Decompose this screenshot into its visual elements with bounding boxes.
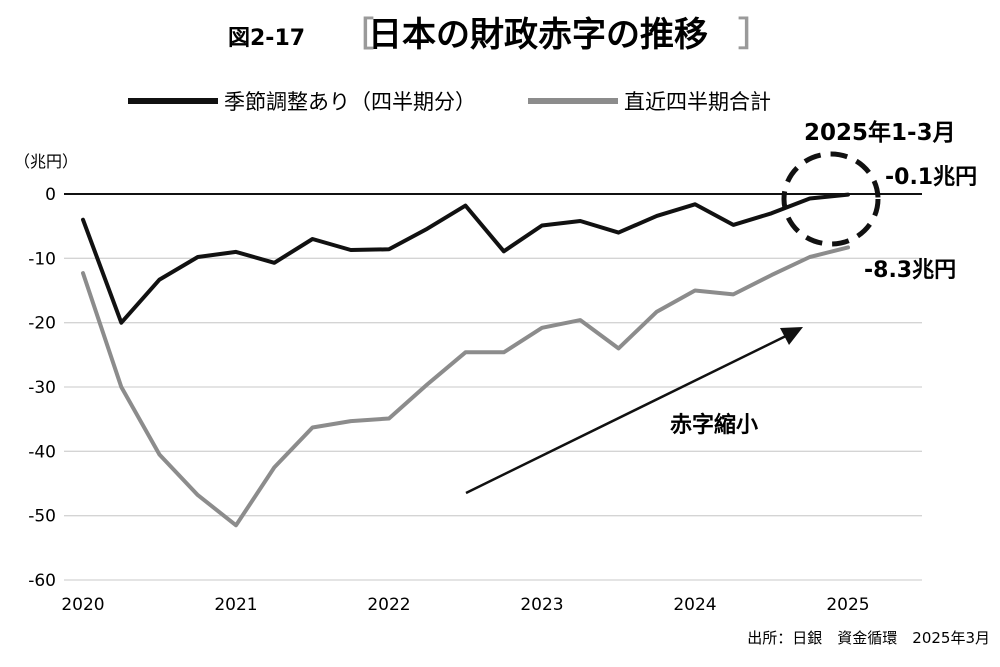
- series-group: [81, 192, 850, 528]
- y-tick-label: -30: [28, 378, 56, 398]
- annotation-period: 2025年1-3月: [804, 119, 956, 146]
- x-tick-label: 2023: [520, 595, 563, 615]
- y-tick-label: -10: [28, 249, 56, 269]
- legend-label-quarter-total: 直近四半期合計: [624, 90, 771, 114]
- y-tick-label: -40: [28, 442, 56, 462]
- series-line-seasonal: [81, 192, 850, 325]
- legend-label-seasonal: 季節調整あり（四半期分）: [224, 90, 476, 114]
- y-tick-label: -20: [28, 314, 56, 334]
- annotation-trend: 赤字縮小: [670, 412, 758, 438]
- x-tick-label: 2024: [673, 595, 716, 615]
- chart-title: 日本の財政赤字の推移: [368, 15, 708, 55]
- figure-number: 図2-17: [228, 26, 305, 51]
- source-note: 出所：日銀 資金循環 2025年3月: [747, 629, 990, 647]
- legend: 季節調整あり（四半期分） 直近四半期合計: [128, 90, 771, 114]
- annotation-last-gray: -8.3兆円: [864, 258, 956, 283]
- y-tick-label: -50: [28, 507, 56, 527]
- trend-arrow-line: [465, 332, 791, 495]
- series-line-quarter-total: [81, 245, 850, 528]
- y-tick-label: -60: [28, 571, 56, 591]
- title-bracket-open-icon: ［: [340, 15, 374, 55]
- grid: [64, 193, 922, 581]
- x-tick-label: 2020: [61, 595, 104, 615]
- x-tick-label: 2025: [826, 595, 869, 615]
- x-tick-label: 2022: [367, 595, 410, 615]
- x-tick-label: 2021: [214, 595, 257, 615]
- trend-arrow-head-icon: [780, 327, 803, 345]
- y-axis-ticks: 0 -10 -20 -30 -40 -50 -60: [28, 185, 56, 591]
- y-unit-label: （兆円）: [14, 152, 78, 171]
- highlight-circle-icon: [781, 151, 881, 247]
- y-tick-label: 0: [45, 185, 56, 205]
- x-axis-ticks: 2020 2021 2022 2023 2024 2025: [61, 595, 869, 615]
- annotation-last-black: -0.1兆円: [885, 165, 977, 190]
- title-bracket-close-icon: ］: [738, 15, 772, 55]
